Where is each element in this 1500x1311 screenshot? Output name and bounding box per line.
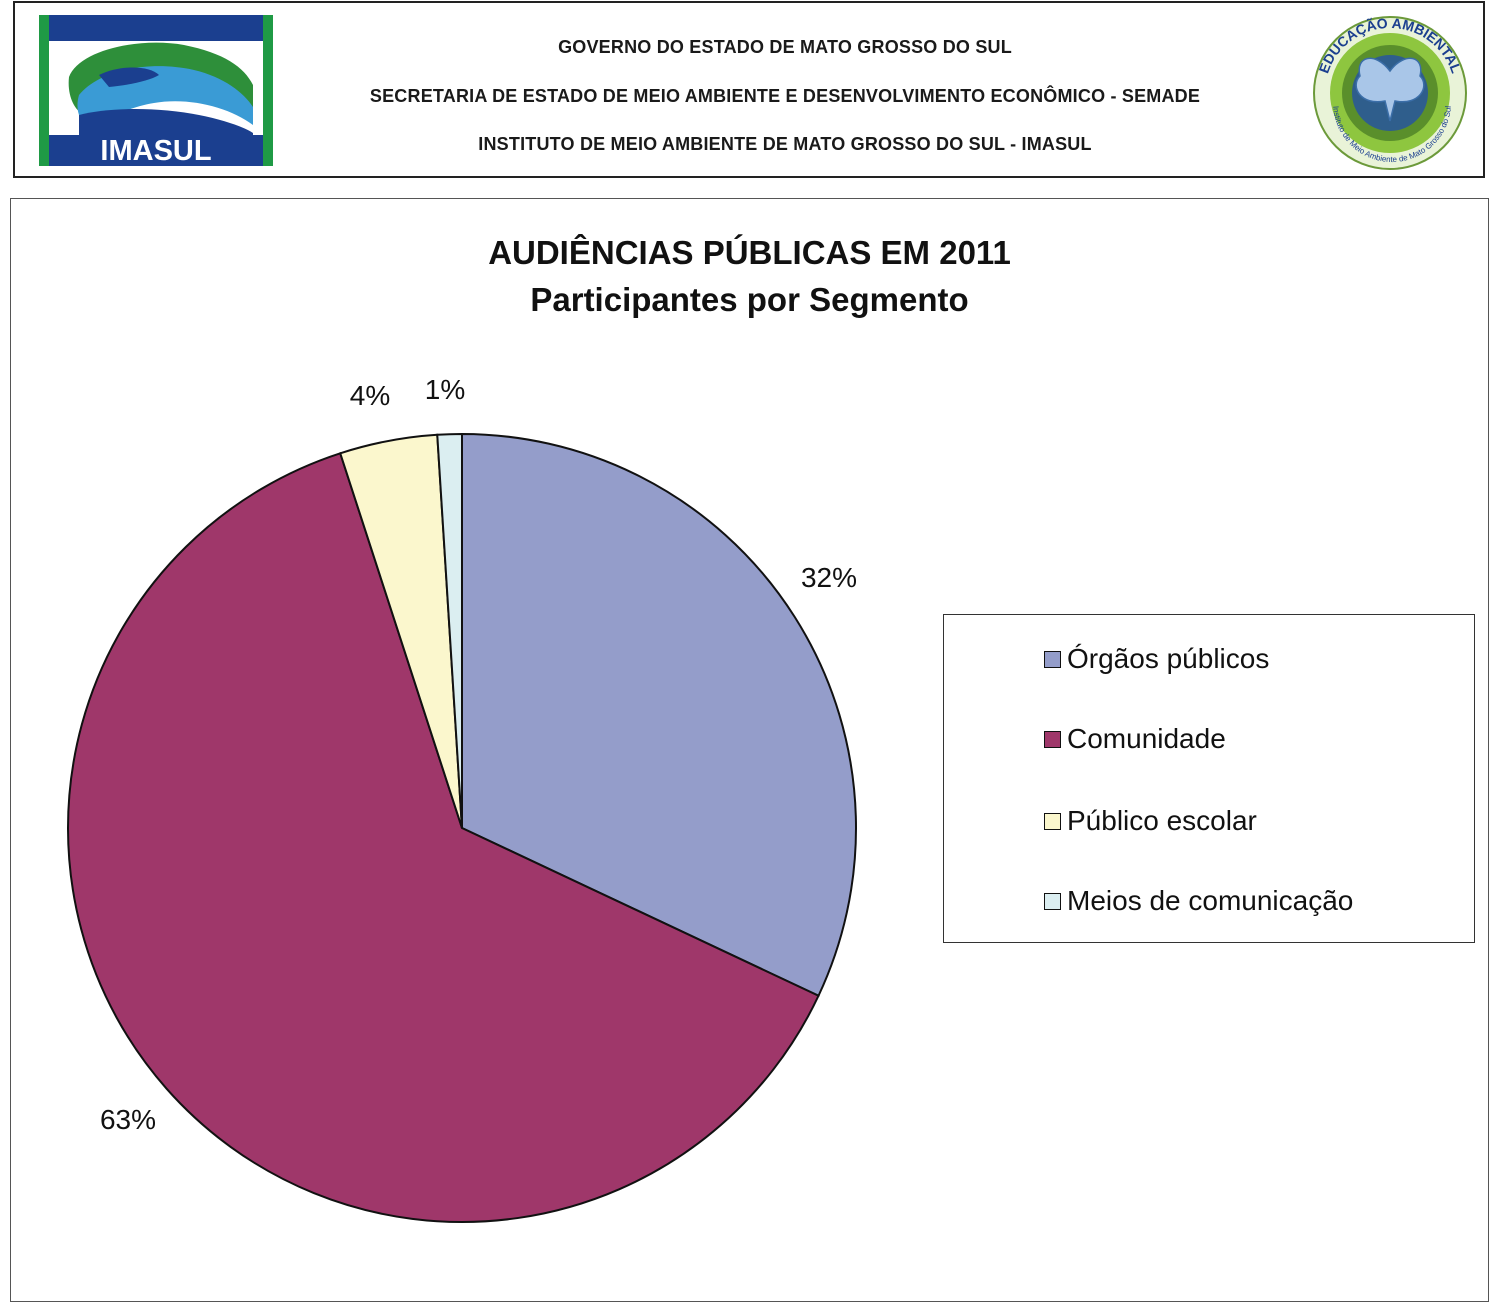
legend-swatch bbox=[1044, 730, 1061, 748]
butterfly-icon bbox=[1355, 57, 1425, 122]
legend-swatch bbox=[1044, 650, 1061, 668]
chart-subtitle: Participantes por Segmento bbox=[530, 281, 969, 318]
legend-swatch bbox=[1044, 812, 1061, 830]
pie-data-label-3: 4% bbox=[350, 380, 390, 411]
pie-data-label-1: 32% bbox=[801, 562, 857, 593]
legend-item: Comunidade bbox=[1044, 722, 1226, 756]
legend-item: Público escolar bbox=[1044, 804, 1257, 838]
chart-title: AUDIÊNCIAS PÚBLICAS EM 2011 bbox=[488, 234, 1011, 271]
legend-item: Órgãos públicos bbox=[1044, 642, 1269, 676]
pie-chart: 32% 63% 4% 1% bbox=[67, 374, 857, 1223]
legend-swatch bbox=[1044, 892, 1061, 910]
pie-data-label-4: 1% bbox=[425, 374, 465, 405]
header-line-secretariat: SECRETARIA DE ESTADO DE MEIO AMBIENTE E … bbox=[369, 86, 1201, 106]
header-banner: IMASUL GOVERNO DO ESTADO DE MATO GROSSO … bbox=[13, 1, 1485, 178]
pie-data-label-2: 63% bbox=[100, 1104, 156, 1135]
legend-label: Público escolar bbox=[1067, 805, 1257, 836]
header-text-block: GOVERNO DO ESTADO DE MATO GROSSO DO SUL … bbox=[265, 3, 1305, 178]
pie-slice-1 bbox=[461, 432, 857, 998]
header-line-government: GOVERNO DO ESTADO DE MATO GROSSO DO SUL bbox=[558, 37, 1012, 57]
header-line-institute: INSTITUTO DE MEIO AMBIENTE DE MATO GROSS… bbox=[478, 134, 1092, 154]
imasul-logo-text: IMASUL bbox=[100, 135, 211, 166]
imasul-logo: IMASUL bbox=[39, 15, 273, 166]
legend-label: Órgãos públicos bbox=[1067, 643, 1270, 674]
pie-slice-4 bbox=[436, 432, 463, 829]
chart-area: AUDIÊNCIAS PÚBLICAS EM 2011 Participante… bbox=[10, 198, 1489, 1302]
educacao-ambiental-logo: EDUCAÇÃO AMBIENTAL Instituto de Meio Amb… bbox=[1313, 15, 1467, 170]
pie-slice-2 bbox=[67, 452, 820, 1223]
legend-label: Comunidade bbox=[1067, 723, 1226, 754]
legend-label: Meios de comunicação bbox=[1067, 885, 1354, 916]
chart-legend: Órgãos públicos Comunidade Público escolar… bbox=[943, 614, 1475, 943]
legend-item: Meios de comunicação bbox=[1044, 884, 1353, 918]
